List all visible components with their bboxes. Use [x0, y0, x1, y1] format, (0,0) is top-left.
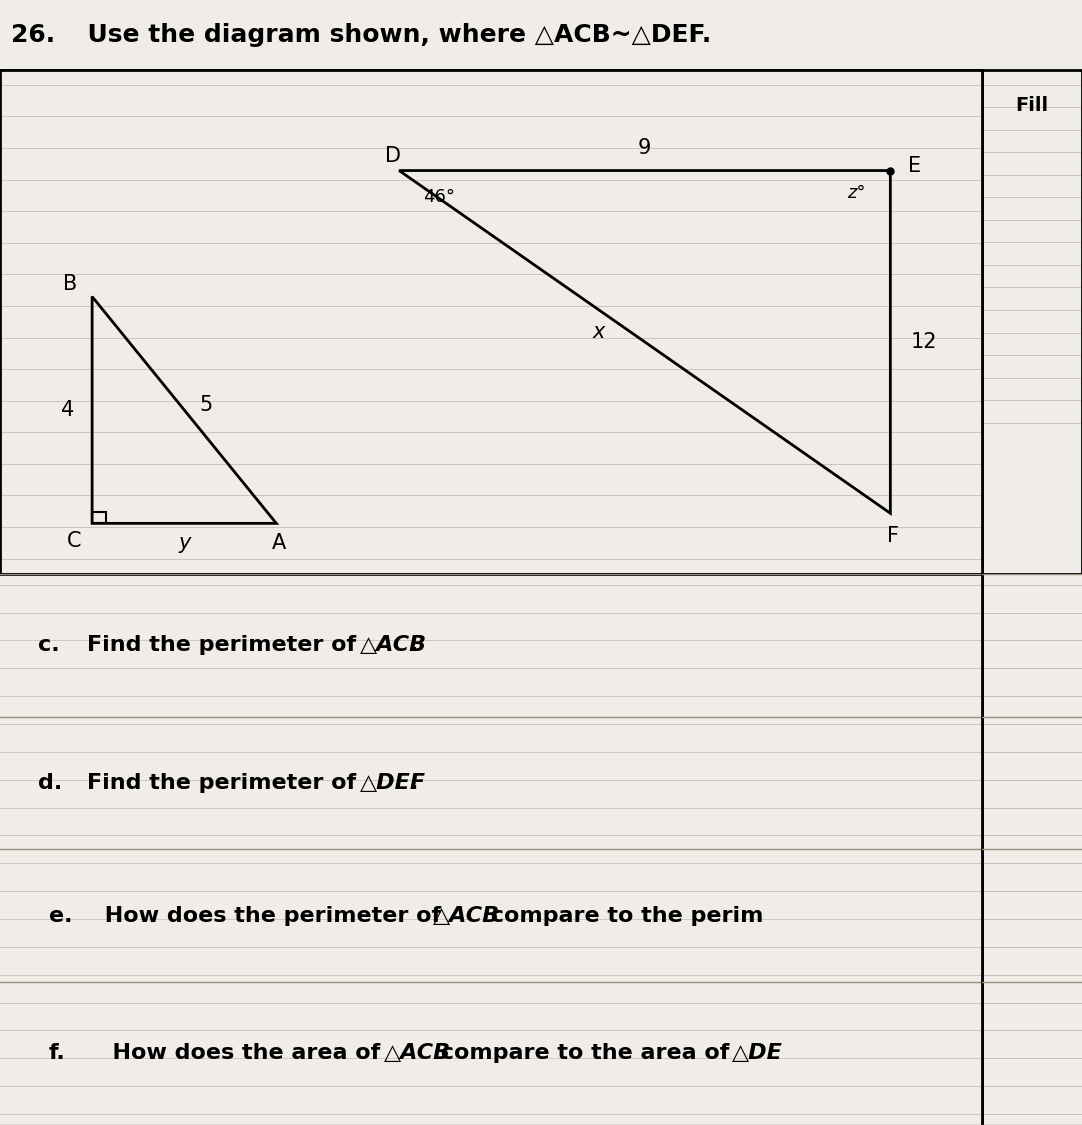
Text: △ACB: △ACB: [360, 636, 427, 656]
Text: z°: z°: [847, 184, 866, 202]
Text: 26.: 26.: [11, 22, 55, 47]
Text: 9: 9: [638, 138, 651, 158]
Text: y: y: [179, 532, 190, 552]
Text: Fill: Fill: [1016, 96, 1048, 115]
Text: x: x: [593, 322, 605, 342]
Text: △DEF: △DEF: [360, 773, 426, 793]
Text: .: .: [410, 636, 419, 656]
Text: A: A: [273, 532, 287, 552]
Text: F: F: [887, 526, 899, 546]
Text: .: .: [410, 773, 419, 793]
Text: B: B: [64, 274, 78, 294]
Text: How does the area of: How does the area of: [97, 1043, 388, 1063]
Text: 46°: 46°: [423, 188, 456, 206]
Text: C: C: [66, 531, 81, 551]
Text: 12: 12: [911, 332, 937, 352]
Text: △ACB: △ACB: [433, 906, 501, 926]
Text: How does the perimeter of: How does the perimeter of: [97, 906, 449, 926]
Text: d.: d.: [38, 773, 62, 793]
Text: compare to the perim: compare to the perim: [483, 906, 764, 926]
Text: 4: 4: [61, 400, 75, 420]
Text: f.: f.: [49, 1043, 65, 1063]
Text: △ACB: △ACB: [384, 1043, 451, 1063]
Text: Find the perimeter of: Find the perimeter of: [87, 636, 364, 656]
Text: E: E: [909, 155, 922, 176]
Text: compare to the area of: compare to the area of: [433, 1043, 738, 1063]
Text: Use the diagram shown, where △ACB~△DEF.: Use the diagram shown, where △ACB~△DEF.: [70, 22, 712, 47]
Text: Find the perimeter of: Find the perimeter of: [87, 773, 364, 793]
Text: 5: 5: [199, 395, 212, 415]
Text: D: D: [385, 146, 401, 166]
Text: c.: c.: [38, 636, 60, 656]
Text: △DE: △DE: [733, 1043, 783, 1063]
Text: e.: e.: [49, 906, 72, 926]
